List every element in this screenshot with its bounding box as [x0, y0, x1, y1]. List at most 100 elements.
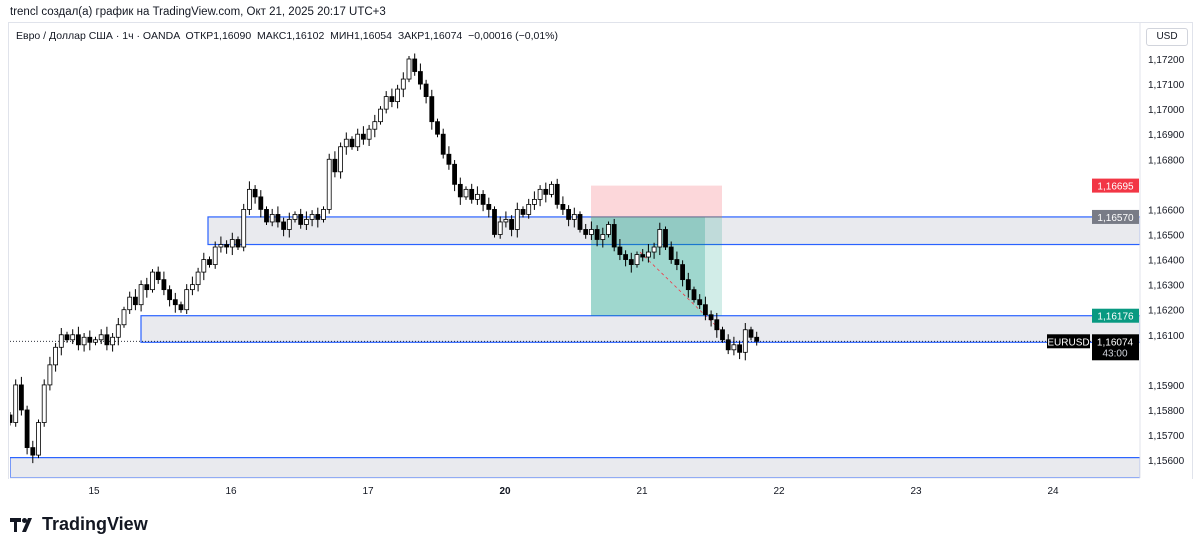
candle	[343, 132, 349, 155]
stop-loss-area	[591, 185, 722, 217]
candle	[560, 196, 566, 215]
candle	[178, 301, 184, 313]
candle	[680, 260, 685, 287]
price-tick-label: 1,15700	[1148, 431, 1185, 442]
candle-body	[680, 264, 685, 281]
candle-body	[429, 96, 435, 123]
candle-body	[400, 78, 406, 90]
candle	[589, 221, 594, 241]
candle	[30, 440, 36, 464]
candle-body	[703, 304, 708, 316]
candle	[754, 331, 760, 346]
candle	[298, 208, 304, 229]
price-tick-label: 1,16900	[1148, 130, 1185, 141]
candle	[423, 79, 429, 104]
candle-body	[742, 329, 748, 353]
candle	[184, 284, 190, 314]
logo-text: TradingView	[42, 514, 148, 534]
candle-body	[349, 138, 355, 148]
candle	[326, 153, 332, 214]
candle-body	[440, 133, 446, 155]
candle-body	[452, 163, 458, 185]
candle-body	[184, 289, 190, 311]
ohlc-low: МИН1,16054	[330, 30, 392, 42]
candle-body	[338, 146, 344, 173]
candle-body	[463, 188, 469, 198]
candle	[748, 326, 754, 341]
price-tick-label: 1,16300	[1148, 281, 1185, 292]
candle	[372, 114, 378, 138]
time-tick-label: 20	[499, 486, 511, 497]
candle-body	[714, 319, 720, 331]
tradingview-logo-icon	[10, 517, 32, 532]
candle	[583, 223, 589, 239]
candle	[497, 216, 503, 239]
candle-body	[241, 209, 247, 248]
price-tick-label: 1,15800	[1148, 406, 1185, 417]
candle	[628, 252, 634, 273]
candle	[725, 334, 731, 355]
candle-body	[389, 96, 395, 103]
candle-body	[110, 336, 115, 346]
candle-body	[366, 128, 372, 140]
candle	[360, 126, 366, 145]
candle-body	[161, 279, 167, 291]
candle-body	[64, 334, 70, 341]
candle	[514, 202, 520, 238]
candle	[241, 203, 247, 252]
candle-body	[218, 244, 224, 248]
candle	[395, 84, 401, 109]
candle	[258, 190, 264, 218]
candle	[474, 186, 480, 205]
candle	[167, 285, 173, 307]
candle	[429, 89, 435, 130]
candle	[566, 205, 571, 227]
candle-body	[514, 209, 520, 230]
candle-body	[195, 271, 201, 286]
candle	[623, 250, 628, 267]
candle-body	[121, 309, 127, 326]
candle	[195, 267, 201, 292]
candle-body	[47, 364, 53, 386]
candle-body	[628, 259, 634, 265]
currency-button[interactable]: USD	[1146, 28, 1188, 46]
candle-body	[720, 329, 725, 341]
candle	[64, 331, 70, 343]
candle	[549, 181, 554, 198]
candle	[412, 53, 418, 76]
ohlc-close: ЗАКР1,16074	[397, 30, 463, 42]
candle-body	[577, 214, 583, 230]
target-price-label: 1,16176	[1097, 312, 1134, 323]
candle-body	[492, 209, 497, 235]
candle	[36, 419, 41, 459]
candle-body	[497, 221, 503, 235]
symbol-description[interactable]: Евро / Доллар США · 1ч · OANDA	[16, 30, 180, 42]
candle-body	[315, 214, 321, 220]
candle	[321, 206, 326, 223]
candle	[383, 91, 389, 114]
target-price-label-bg	[1092, 308, 1139, 323]
candle	[93, 336, 98, 346]
tradingview-logo[interactable]: TradingView	[10, 514, 148, 535]
candle	[252, 185, 258, 204]
candle-body	[748, 329, 754, 338]
ohlc-change: −0,00016 (−0,01%)	[468, 30, 558, 42]
candle	[657, 222, 663, 256]
candle	[640, 249, 646, 262]
time-tick-label: 15	[88, 486, 100, 497]
candle-body	[303, 219, 309, 225]
candle	[286, 212, 292, 238]
candle-body	[372, 121, 378, 130]
candle	[554, 178, 560, 209]
candle	[172, 292, 178, 313]
candle	[520, 206, 526, 218]
candle	[127, 291, 133, 314]
candle-body	[98, 334, 104, 341]
candle-body	[53, 346, 58, 366]
candle-body	[258, 196, 264, 210]
candle-body	[201, 259, 207, 273]
candle	[703, 296, 708, 321]
candle	[246, 181, 252, 215]
candle-body	[138, 284, 144, 306]
